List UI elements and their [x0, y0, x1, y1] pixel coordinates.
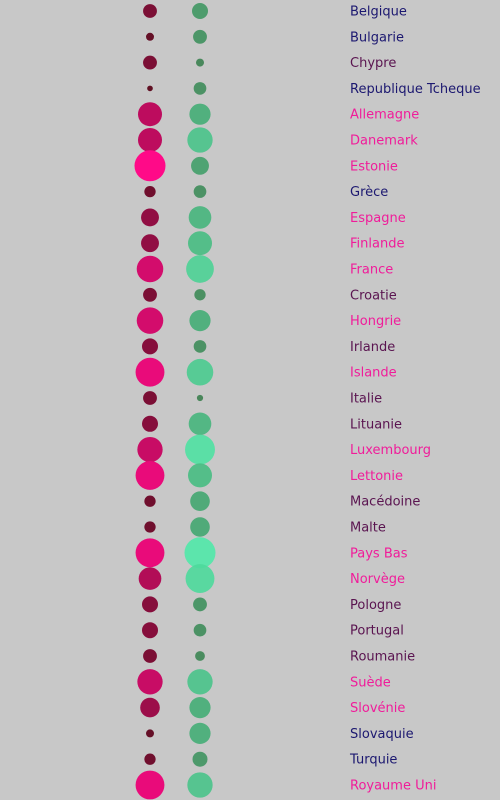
series1-bubble-5 [137, 127, 163, 153]
country-label-1: Bulgarie [350, 30, 404, 45]
country-label-29: Turquie [349, 753, 397, 768]
series1-bubble-27 [140, 697, 160, 718]
series2-bubble-21 [184, 537, 216, 569]
series2-bubble-23 [193, 597, 207, 612]
series1-bubble-21 [135, 538, 165, 568]
series2-bubble-6 [191, 156, 209, 175]
series2-bubble-13 [193, 340, 207, 353]
series1-bubble-25 [143, 649, 157, 663]
series2-bubble-19 [190, 491, 210, 512]
series2-bubble-9 [187, 231, 213, 256]
country-label-17: Luxembourg [350, 443, 431, 458]
series1-bubble-19 [144, 495, 156, 507]
series2-bubble-3 [193, 82, 207, 95]
series2-bubble-1 [193, 29, 207, 44]
country-label-26: Suède [350, 675, 391, 690]
country-label-8: Espagne [350, 211, 406, 226]
country-label-19: Macédoine [350, 495, 420, 510]
country-label-4: Allemagne [350, 108, 419, 123]
country-label-3: Republique Tcheque [350, 82, 481, 97]
country-label-5: Danemark [350, 134, 418, 149]
series1-bubble-8 [141, 208, 159, 227]
series2-bubble-12 [189, 310, 211, 332]
series2-bubble-14 [186, 358, 214, 386]
series1-bubble-0 [143, 4, 157, 18]
country-label-7: Grèce [350, 185, 388, 200]
series1-bubble-23 [142, 596, 158, 613]
series1-bubble-10 [136, 255, 164, 283]
series1-bubble-26 [137, 669, 163, 695]
series2-bubble-11 [194, 289, 206, 301]
series2-bubble-4 [189, 103, 211, 125]
series2-bubble-22 [185, 564, 215, 594]
series1-bubble-1 [146, 32, 154, 41]
country-label-0: Belgique [350, 5, 407, 20]
country-label-16: Lituanie [350, 417, 402, 432]
series2-bubble-5 [187, 127, 213, 153]
series2-bubble-2 [196, 58, 204, 67]
series2-bubble-15 [196, 394, 204, 402]
country-label-15: Italie [350, 392, 382, 407]
country-label-25: Roumanie [350, 650, 415, 665]
country-label-9: Finlande [350, 237, 404, 252]
country-label-13: Irlande [350, 340, 395, 355]
series1-bubble-29 [144, 753, 156, 765]
series1-bubble-13 [142, 338, 158, 355]
series1-bubble-22 [138, 567, 162, 590]
series2-bubble-0 [192, 3, 208, 19]
series2-bubble-17 [185, 434, 215, 465]
country-label-27: Slovénie [350, 701, 405, 716]
series2-bubble-28 [189, 722, 211, 744]
series1-bubble-12 [136, 307, 164, 334]
country-label-12: Hongrie [350, 314, 401, 329]
country-label-23: Pologne [350, 598, 401, 613]
series1-bubble-18 [135, 460, 165, 490]
country-label-6: Estonie [350, 159, 398, 174]
series1-bubble-17 [137, 436, 163, 463]
country-label-28: Slovaquie [350, 727, 414, 742]
series1-bubble-30 [135, 770, 165, 800]
country-label-2: Chypre [350, 56, 396, 71]
series2-bubble-7 [193, 185, 207, 198]
country-label-21: Pays Bas [350, 546, 408, 561]
series2-bubble-27 [189, 697, 211, 719]
country-label-18: Lettonie [350, 469, 403, 484]
series2-bubble-30 [187, 772, 213, 798]
series2-bubble-20 [190, 517, 210, 537]
country-label-11: Croatie [350, 288, 397, 303]
series2-bubble-25 [195, 651, 205, 661]
series1-bubble-28 [146, 729, 154, 738]
series2-bubble-8 [188, 206, 212, 229]
series1-bubble-14 [135, 357, 165, 387]
series2-bubble-16 [188, 412, 212, 436]
series2-bubble-24 [193, 623, 207, 637]
series1-bubble-4 [137, 102, 163, 127]
country-label-20: Malte [350, 521, 386, 536]
series2-bubble-10 [186, 255, 214, 283]
country-label-22: Norvège [350, 572, 405, 587]
series2-bubble-26 [187, 669, 213, 695]
series1-bubble-3 [147, 85, 153, 92]
series1-bubble-24 [142, 622, 158, 639]
country-label-10: France [350, 263, 393, 278]
country-label-14: Islande [350, 366, 397, 381]
series2-bubble-18 [187, 463, 213, 488]
series1-bubble-2 [143, 55, 157, 70]
series2-bubble-29 [192, 751, 208, 767]
country-label-30: Royaume Uni [350, 779, 436, 794]
series1-bubble-6 [134, 150, 166, 182]
country-label-24: Portugal [350, 624, 404, 639]
series1-bubble-16 [142, 415, 158, 432]
series1-bubble-9 [141, 234, 159, 253]
series1-bubble-11 [143, 287, 157, 302]
series1-bubble-7 [144, 185, 156, 198]
series1-bubble-20 [144, 521, 156, 533]
series1-bubble-15 [143, 391, 157, 405]
